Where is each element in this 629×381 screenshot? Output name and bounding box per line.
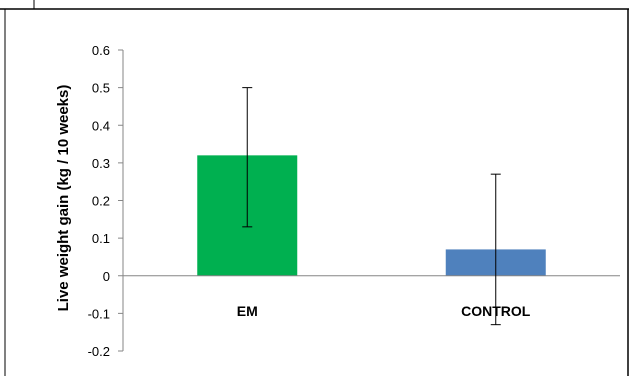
y-tick-label: -0.2 (88, 344, 110, 359)
y-tick-label: 0.3 (92, 156, 110, 171)
error-bars (242, 87, 501, 326)
y-tick-label: 0.5 (92, 81, 110, 96)
y-tick-label: 0.1 (92, 231, 110, 246)
bars (197, 155, 546, 276)
category-labels: EM CONTROL (237, 303, 531, 319)
y-tick-label: 0.4 (92, 118, 110, 133)
y-axis-ticks: 0.6 0.5 0.4 0.3 0.2 0.1 0 -0.1 -0.2 (88, 43, 123, 359)
category-label: CONTROL (461, 303, 531, 319)
y-tick-label: 0.6 (92, 43, 110, 58)
y-tick-label: 0 (103, 269, 110, 284)
y-tick-label: 0.2 (92, 194, 110, 209)
category-label: EM (237, 303, 258, 319)
y-tick-label: -0.1 (88, 306, 110, 321)
y-axis-label: Live weight gain (kg / 10 weeks) (55, 85, 72, 312)
